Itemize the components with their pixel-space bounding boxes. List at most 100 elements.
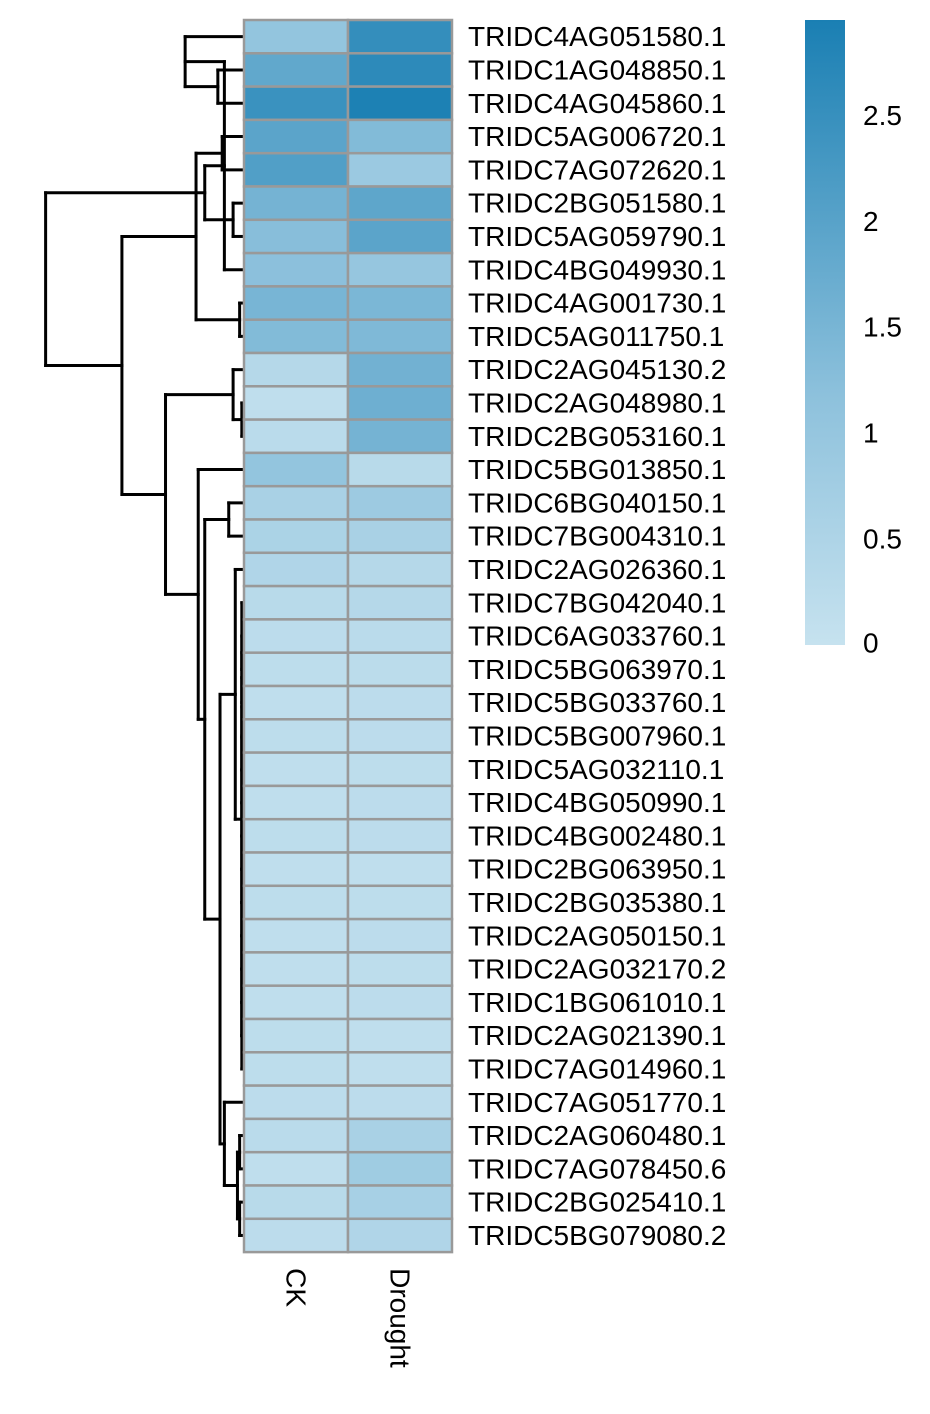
heatmap-cell <box>346 285 454 321</box>
row-label: TRIDC7BG004310.1 <box>468 521 726 552</box>
heatmap-cell <box>346 118 454 155</box>
heatmap-cell <box>346 618 454 654</box>
row-label: TRIDC2AG060480.1 <box>468 1120 726 1151</box>
row-label: TRIDC5BG007960.1 <box>468 720 726 751</box>
heatmap-cell <box>242 884 350 921</box>
heatmap-cell <box>346 1051 454 1087</box>
column-label: Drought <box>385 1268 416 1368</box>
heatmap-cell <box>242 85 350 122</box>
heatmap-cell <box>242 584 350 621</box>
heatmap-cell <box>346 385 454 421</box>
legend-color-bar <box>805 20 845 645</box>
heatmap-cell <box>242 418 350 455</box>
heatmap-cell <box>242 1150 350 1187</box>
heatmap-cell <box>242 1117 350 1154</box>
heatmap-cell <box>346 518 454 555</box>
heatmap-cell <box>242 984 350 1021</box>
row-label: TRIDC4BG050990.1 <box>468 787 726 818</box>
heatmap-cell <box>242 551 350 588</box>
row-label: TRIDC5AG059790.1 <box>468 221 726 252</box>
heatmap-cell <box>346 52 454 88</box>
column-labels: CK Drought <box>281 1268 416 1368</box>
heatmap-cell <box>242 1184 350 1221</box>
heatmap-cell <box>242 151 350 188</box>
heatmap-cell <box>242 817 350 854</box>
heatmap-cell <box>346 817 454 854</box>
legend-tick-label: 0 <box>863 628 879 659</box>
row-label: TRIDC5AG032110.1 <box>468 754 724 785</box>
row-label: TRIDC6AG033760.1 <box>468 621 726 652</box>
row-label: TRIDC2AG048980.1 <box>468 387 726 418</box>
heatmap-cell <box>242 1051 350 1087</box>
heatmap-cell <box>346 684 454 721</box>
row-label: TRIDC7BG042040.1 <box>468 587 726 618</box>
heatmap-cell <box>242 385 350 421</box>
row-label: TRIDC4AG045860.1 <box>468 88 726 119</box>
heatmap-cell <box>242 451 350 488</box>
heatmap-cell <box>242 751 350 788</box>
row-label: TRIDC5BG063970.1 <box>468 654 726 685</box>
row-dendrogram <box>44 35 246 1237</box>
row-label: TRIDC2BG053160.1 <box>468 421 726 452</box>
heatmap-cell <box>346 1117 454 1154</box>
heatmap-cell <box>346 1150 454 1187</box>
color-legend: 0 0.5 1 1.5 2 2.5 <box>805 20 902 659</box>
heatmap-cell <box>242 185 350 222</box>
heatmap-cell <box>346 418 454 455</box>
row-label: TRIDC2AG045130.2 <box>468 354 726 385</box>
heatmap-cell <box>346 1217 454 1254</box>
heatmap-cell <box>242 1084 350 1121</box>
legend-tick-label: 1.5 <box>863 312 902 343</box>
heatmap-cell <box>242 684 350 721</box>
row-label: TRIDC7AG014960.1 <box>468 1053 726 1084</box>
heatmap-cell <box>346 784 454 821</box>
legend-tick-label: 0.5 <box>863 524 902 555</box>
heatmap-cell <box>242 917 350 954</box>
heatmap-cell <box>346 451 454 488</box>
heatmap-cell <box>242 484 350 521</box>
heatmap-cell <box>242 851 350 888</box>
row-label: TRIDC2AG021390.1 <box>468 1020 726 1051</box>
heatmap-cell <box>346 18 454 55</box>
heatmap-cell <box>242 1017 350 1054</box>
row-label: TRIDC5BG033760.1 <box>468 687 726 718</box>
heatmap-cell <box>242 651 350 688</box>
heatmap-cell <box>346 1184 454 1221</box>
heatmap-cell <box>346 984 454 1021</box>
row-label: TRIDC4AG001730.1 <box>468 288 726 319</box>
heatmap-cell <box>346 751 454 788</box>
row-label: TRIDC2AG050150.1 <box>468 920 726 951</box>
row-label: TRIDC2BG051580.1 <box>468 188 726 219</box>
heatmap-cell <box>346 651 454 688</box>
heatmap-cell <box>346 151 454 188</box>
legend-tick-labels: 0 0.5 1 1.5 2 2.5 <box>863 100 902 659</box>
heatmap-cell <box>346 85 454 122</box>
legend-tick-label: 1 <box>863 418 879 449</box>
row-labels: TRIDC4AG051580.1TRIDC1AG048850.1TRIDC4AG… <box>468 21 726 1251</box>
heatmap-cell <box>242 218 350 255</box>
heatmap-cell <box>346 584 454 621</box>
heatmap-cell <box>346 185 454 222</box>
heatmap-cell <box>242 118 350 155</box>
row-label: TRIDC5AG006720.1 <box>468 121 726 152</box>
heatmap-cell <box>346 1017 454 1054</box>
row-label: TRIDC5BG079080.2 <box>468 1220 726 1251</box>
row-label: TRIDC7AG051770.1 <box>468 1087 726 1118</box>
heatmap-cell <box>346 484 454 521</box>
heatmap-cell <box>242 52 350 88</box>
row-label: TRIDC2BG035380.1 <box>468 887 726 918</box>
row-label: TRIDC2AG032170.2 <box>468 954 726 985</box>
heatmap-cell <box>346 1084 454 1121</box>
heatmap-cell <box>242 618 350 654</box>
heatmap-cell <box>346 951 454 987</box>
heatmap-cell <box>242 951 350 987</box>
row-label: TRIDC6BG040150.1 <box>468 487 726 518</box>
row-label: TRIDC2BG063950.1 <box>468 854 726 885</box>
heatmap-cell <box>242 718 350 754</box>
heatmap-cell <box>242 285 350 321</box>
heatmap-cell <box>242 18 350 55</box>
heatmap-cell <box>242 251 350 288</box>
row-label: TRIDC5AG011750.1 <box>468 321 724 352</box>
column-label: CK <box>281 1268 312 1307</box>
